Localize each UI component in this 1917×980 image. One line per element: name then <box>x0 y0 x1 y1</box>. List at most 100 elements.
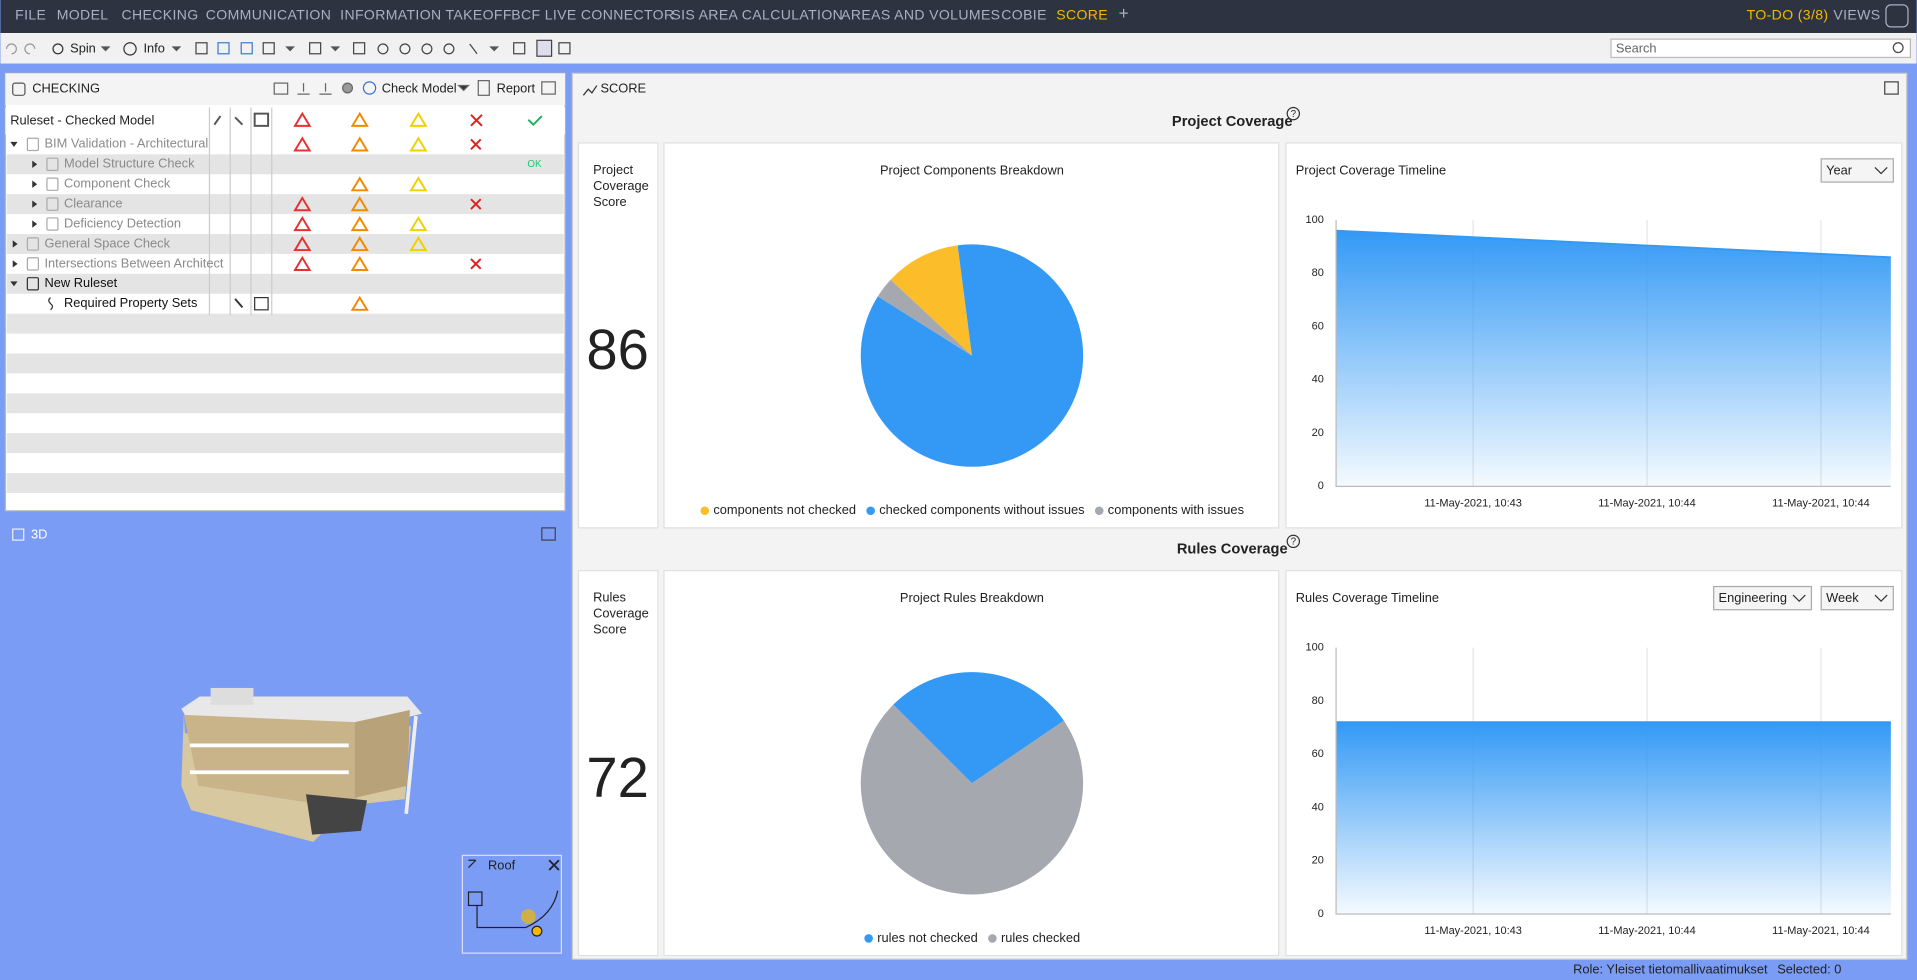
rule-icon <box>26 277 39 291</box>
row-stripe <box>6 194 564 215</box>
rule-name[interactable]: Model Structure Check <box>64 156 195 171</box>
section-heading: Project Coverage <box>1172 114 1293 130</box>
y-tick-label: 40 <box>1312 374 1324 386</box>
app-icon[interactable] <box>1885 4 1909 28</box>
pie-slice <box>893 672 1064 784</box>
checking-header <box>5 73 566 106</box>
roof-widget[interactable] <box>461 854 562 954</box>
rule-name[interactable]: Required Property Sets <box>64 295 197 310</box>
pie-title: Project Components Breakdown <box>880 162 1064 177</box>
expander[interactable] <box>12 240 18 248</box>
rule-name[interactable]: BIM Validation - Architectural <box>44 136 208 151</box>
search-box[interactable] <box>1610 38 1912 59</box>
rule-icon <box>46 177 59 191</box>
table-icon <box>254 296 269 311</box>
help-icon[interactable] <box>1286 106 1301 121</box>
menu-item[interactable]: COMMUNICATION <box>206 7 331 23</box>
roof-close[interactable] <box>548 859 560 871</box>
rule-icon <box>48 297 54 311</box>
expander[interactable] <box>32 160 38 168</box>
expander[interactable] <box>12 260 18 268</box>
rule-icon <box>26 257 39 271</box>
status-selected: Selected: 0 <box>1777 962 1841 977</box>
menu-item[interactable]: SCORE <box>1056 7 1108 23</box>
issue-triangle <box>409 176 428 192</box>
issue-triangle <box>293 235 312 252</box>
issue-triangle <box>409 235 428 252</box>
axis-line <box>1335 647 1891 915</box>
roof-edit[interactable] <box>468 859 477 869</box>
search-icon[interactable] <box>1892 42 1904 54</box>
menu-item[interactable]: INFORMATION TAKEOFF <box>340 7 512 23</box>
x-tick-label: 11-May-2021, 10:44 <box>1772 925 1869 937</box>
search-placeholder[interactable]: Search <box>1616 40 1657 55</box>
menu-item[interactable]: MODEL <box>57 7 109 23</box>
row-stripe <box>6 433 564 454</box>
rule-name[interactable]: Deficiency Detection <box>64 215 181 230</box>
menu-item[interactable]: COBIE <box>1001 7 1047 23</box>
dropdown-arrow <box>1792 594 1806 603</box>
add-tab[interactable]: + <box>1119 4 1129 23</box>
dropdown[interactable] <box>1820 158 1894 183</box>
rule-name[interactable]: Clearance <box>64 196 122 211</box>
rule-name[interactable]: Intersections Between Architect <box>44 255 223 270</box>
row-stripe <box>6 393 564 414</box>
dropdown-label[interactable]: Engineering <box>1719 590 1787 605</box>
dropdown[interactable] <box>1713 585 1813 611</box>
legend-dot <box>700 506 710 516</box>
issue-triangle <box>293 255 312 271</box>
toolbar-icons[interactable] <box>5 39 571 57</box>
legend-label: rules not checked <box>877 930 978 945</box>
viewer-title: 3D <box>31 527 47 542</box>
wrench-icon <box>234 298 244 309</box>
score-label: Rules Coverage Score <box>593 590 652 637</box>
check-model-button[interactable]: Check Model <box>382 81 457 96</box>
rule-name[interactable]: Component Check <box>64 176 171 191</box>
y-tick-label: 0 <box>1318 480 1324 492</box>
y-tick-label: 0 <box>1318 908 1324 920</box>
expander[interactable] <box>10 281 18 287</box>
expander[interactable] <box>32 200 38 208</box>
menu-item[interactable]: SIS AREA CALCULATION <box>671 7 843 23</box>
legend: rules not checked rules checked <box>864 930 1080 945</box>
dropdown-label[interactable]: Week <box>1826 590 1859 605</box>
section-heading: Rules Coverage <box>1177 542 1288 558</box>
y-tick-label: 80 <box>1312 267 1324 279</box>
issue-cross <box>470 198 482 210</box>
report-button[interactable]: Report <box>497 81 536 96</box>
rule-name[interactable]: New Ruleset <box>44 275 117 290</box>
help-icon[interactable] <box>1286 534 1301 549</box>
menu-item[interactable]: CHECKING <box>121 7 198 23</box>
score-value: 86 <box>586 318 648 381</box>
expander[interactable] <box>32 180 38 188</box>
issue-triangle <box>350 196 369 212</box>
issue-triangle <box>350 235 369 252</box>
help-mark: ? <box>1291 537 1297 548</box>
issue-triangle <box>350 176 369 192</box>
y-tick-label: 20 <box>1312 427 1324 439</box>
expander[interactable] <box>32 220 38 228</box>
info-button[interactable]: Info <box>143 40 164 55</box>
menu-right-item[interactable]: TO-DO (3/8) <box>1747 7 1829 23</box>
menu-item[interactable]: BCF LIVE CONNECTOR <box>511 7 674 23</box>
checking-tools[interactable] <box>273 80 556 96</box>
issue-cross <box>470 138 482 150</box>
row-stripe <box>6 473 564 493</box>
viewer-icon <box>12 528 25 541</box>
menu-right-item[interactable]: VIEWS <box>1833 7 1880 23</box>
rule-name[interactable]: General Space Check <box>44 235 170 250</box>
building-model <box>181 687 423 842</box>
roof-point[interactable] <box>531 925 543 937</box>
maximize[interactable] <box>1884 81 1899 95</box>
dropdown-label[interactable]: Year <box>1826 162 1853 177</box>
expander[interactable] <box>10 141 18 147</box>
dropdown[interactable] <box>1820 585 1894 611</box>
viewer-maximize[interactable] <box>541 527 556 541</box>
spin-button[interactable]: Spin <box>70 40 96 55</box>
menu-item[interactable]: FILE <box>15 7 46 23</box>
legend: components not checked checked components… <box>700 502 1244 517</box>
issue-triangle <box>350 216 369 232</box>
menu-item[interactable]: AREAS AND VOLUMES <box>841 7 1000 23</box>
legend-dot <box>988 934 997 943</box>
score-title: SCORE <box>600 81 646 96</box>
